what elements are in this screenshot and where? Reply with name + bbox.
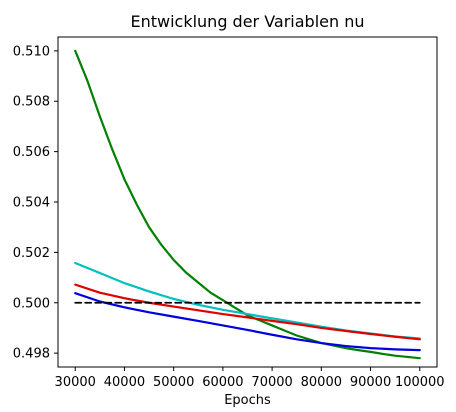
plot-area: 30000 40000 50000 60000 70000 80000 90000 10000… <box>13 36 445 390</box>
series-line-4 <box>74 292 421 352</box>
y-tick-label: 0.498 <box>13 347 50 362</box>
y-tick-label: 0.510 <box>13 44 50 59</box>
series-line-1 <box>74 49 421 360</box>
x-tick-label: 100000 <box>395 375 445 390</box>
series-line-3 <box>74 283 421 341</box>
x-tick-label: 30000 <box>55 375 96 390</box>
x-tick-label: 50000 <box>153 375 194 390</box>
x-tick-label: 60000 <box>202 375 243 390</box>
y-tick-label: 0.504 <box>13 196 50 211</box>
y-tick-label: 0.502 <box>13 246 50 261</box>
y-tick-label: 0.500 <box>13 296 50 311</box>
x-tick-label: 70000 <box>251 375 292 390</box>
x-tick-label: 80000 <box>301 375 342 390</box>
series-line-2 <box>74 261 421 340</box>
x-tick-label: 90000 <box>350 375 391 390</box>
y-tick-label: 0.508 <box>13 95 50 110</box>
y-tick-label: 0.506 <box>13 145 50 160</box>
x-tick-label: 40000 <box>104 375 145 390</box>
chart-title: Entwicklung der Variablen nu <box>130 12 364 31</box>
x-axis-label: Epochs <box>224 393 271 408</box>
